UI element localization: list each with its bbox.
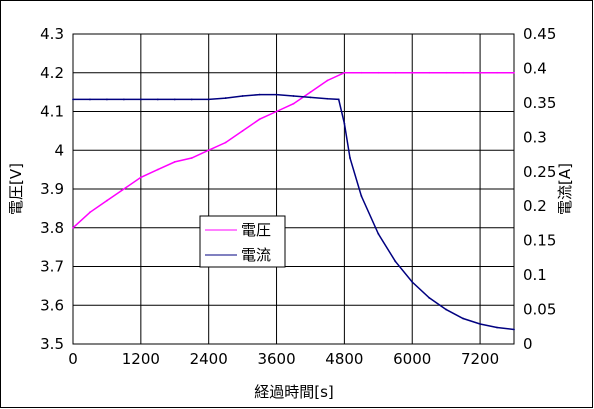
data-point-voltage (241, 129, 244, 132)
data-point-current (337, 98, 340, 101)
data-point-voltage (173, 160, 176, 163)
data-point-voltage (445, 71, 448, 74)
data-point-current (513, 328, 515, 331)
data-point-current (207, 98, 210, 101)
data-point-current (106, 98, 108, 101)
data-point-voltage (462, 71, 465, 74)
y-left-tick-label: 4.1 (40, 103, 64, 121)
y-right-tick-label: 0.35 (523, 94, 556, 112)
series-line-current (73, 93, 515, 331)
grid (73, 34, 514, 344)
data-point-voltage (139, 176, 142, 179)
data-point-current (173, 98, 176, 101)
y-left-tick-label: 3.9 (40, 180, 64, 198)
data-point-current (479, 323, 481, 325)
y-left-tick-label: 3.8 (40, 219, 64, 237)
y-right-tick-label: 0.3 (523, 128, 547, 146)
data-point-voltage (360, 71, 363, 74)
y-right-tick-label: 0.4 (523, 59, 547, 77)
data-point-voltage (207, 149, 210, 152)
y-right-tick-label: 0 (523, 335, 533, 353)
x-tick-label: 7200 (461, 350, 499, 368)
data-point-voltage (190, 157, 193, 159)
x-tick-label: 0 (68, 350, 78, 368)
data-point-current (292, 95, 295, 97)
y-right-tick-label: 0.05 (523, 301, 556, 319)
x-axis-title: 経過時間[s] (254, 383, 334, 401)
y-right-axis-title: 電流[A] (556, 163, 574, 215)
y-left-axis-title: 電圧[V] (7, 163, 25, 215)
legend-label-voltage: 電圧 (241, 221, 271, 239)
data-point-current (224, 97, 227, 99)
data-point-voltage (122, 188, 125, 190)
data-point-voltage (258, 118, 261, 121)
data-point-voltage (309, 91, 312, 94)
data-point-voltage (224, 141, 227, 144)
data-point-voltage (106, 199, 108, 202)
data-point-current (428, 296, 431, 299)
data-point-current (411, 281, 414, 283)
data-point-current (258, 93, 261, 96)
y-left-tick-label: 3.6 (40, 296, 64, 314)
data-point-current (326, 97, 329, 100)
y-left-tick-label: 3.5 (40, 335, 64, 353)
y-right-tick-label: 0.15 (523, 232, 556, 250)
x-tick-label: 6000 (393, 350, 431, 368)
y-left-tick-label: 4.2 (40, 64, 64, 82)
data-point-voltage (428, 71, 431, 74)
data-point-current (360, 194, 363, 197)
data-point-current (156, 98, 159, 101)
x-tick-label: 2400 (190, 350, 228, 368)
data-point-voltage (343, 71, 346, 74)
x-tick-label: 4800 (325, 350, 363, 368)
data-point-current (496, 326, 498, 329)
data-point-voltage (513, 71, 515, 74)
series-group (72, 71, 515, 331)
tick-labels: 3.5 3.6 3.7 3.8 3.9 4 4.1 4.2 4.3 0 1200 2400 3600 48… (40, 25, 556, 368)
data-point-current (343, 122, 346, 125)
data-point-voltage (292, 102, 295, 105)
x-tick-label: 1200 (122, 350, 160, 368)
data-point-voltage (326, 79, 329, 82)
data-point-current (72, 98, 74, 101)
data-point-current (241, 95, 244, 97)
data-point-current (462, 317, 465, 320)
y-right-tick-label: 0.1 (523, 266, 547, 284)
data-point-current (349, 157, 351, 159)
data-point-current (275, 93, 278, 96)
data-point-current (122, 98, 125, 101)
data-point-voltage (394, 71, 397, 74)
data-point-current (89, 98, 91, 101)
data-point-voltage (377, 71, 380, 74)
data-point-voltage (479, 71, 481, 74)
data-point-voltage (275, 110, 278, 113)
data-point-voltage (156, 168, 159, 171)
y-left-tick-label: 3.7 (40, 258, 64, 276)
data-point-current (309, 96, 312, 99)
legend-box (199, 215, 286, 268)
data-point-voltage (72, 226, 74, 229)
data-point-current (445, 308, 448, 311)
data-point-current (139, 98, 142, 101)
y-right-tick-label: 0.2 (523, 197, 547, 215)
y-right-tick-label: 0.45 (523, 25, 556, 43)
legend-label-current: 電流 (241, 246, 271, 264)
y-left-tick-label: 4.3 (40, 25, 64, 43)
data-point-voltage (496, 71, 498, 74)
y-right-tick-label: 0.25 (523, 163, 556, 181)
legend: 電圧 電流 (199, 215, 286, 268)
x-tick-label: 3600 (257, 350, 295, 368)
data-point-voltage (89, 211, 91, 214)
y-left-tick-label: 4 (54, 141, 64, 159)
data-point-current (377, 232, 380, 235)
plot-area-border (72, 33, 515, 345)
data-point-current (190, 98, 193, 101)
data-point-current (394, 260, 397, 263)
data-point-voltage (411, 71, 414, 74)
